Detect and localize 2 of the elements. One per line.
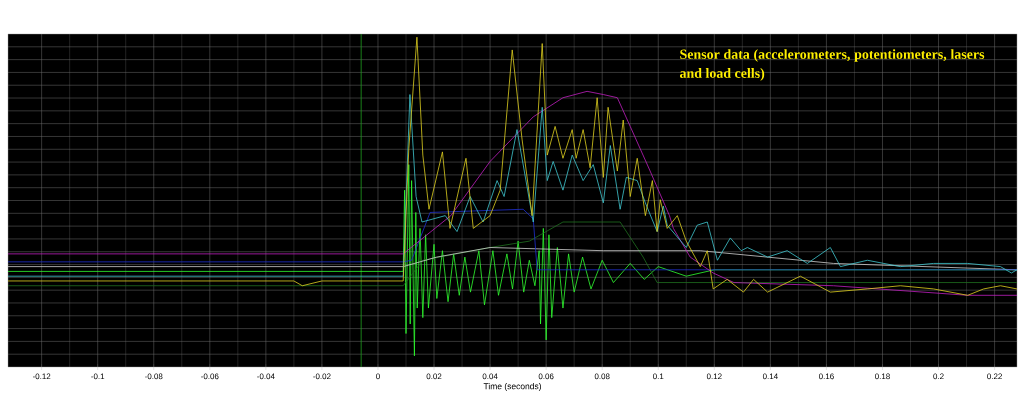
annotation: Sensor data (accelerometers, potentiometers, lasers and load cells) xyxy=(679,49,985,81)
x-axis-title: Time (seconds) xyxy=(483,383,541,391)
